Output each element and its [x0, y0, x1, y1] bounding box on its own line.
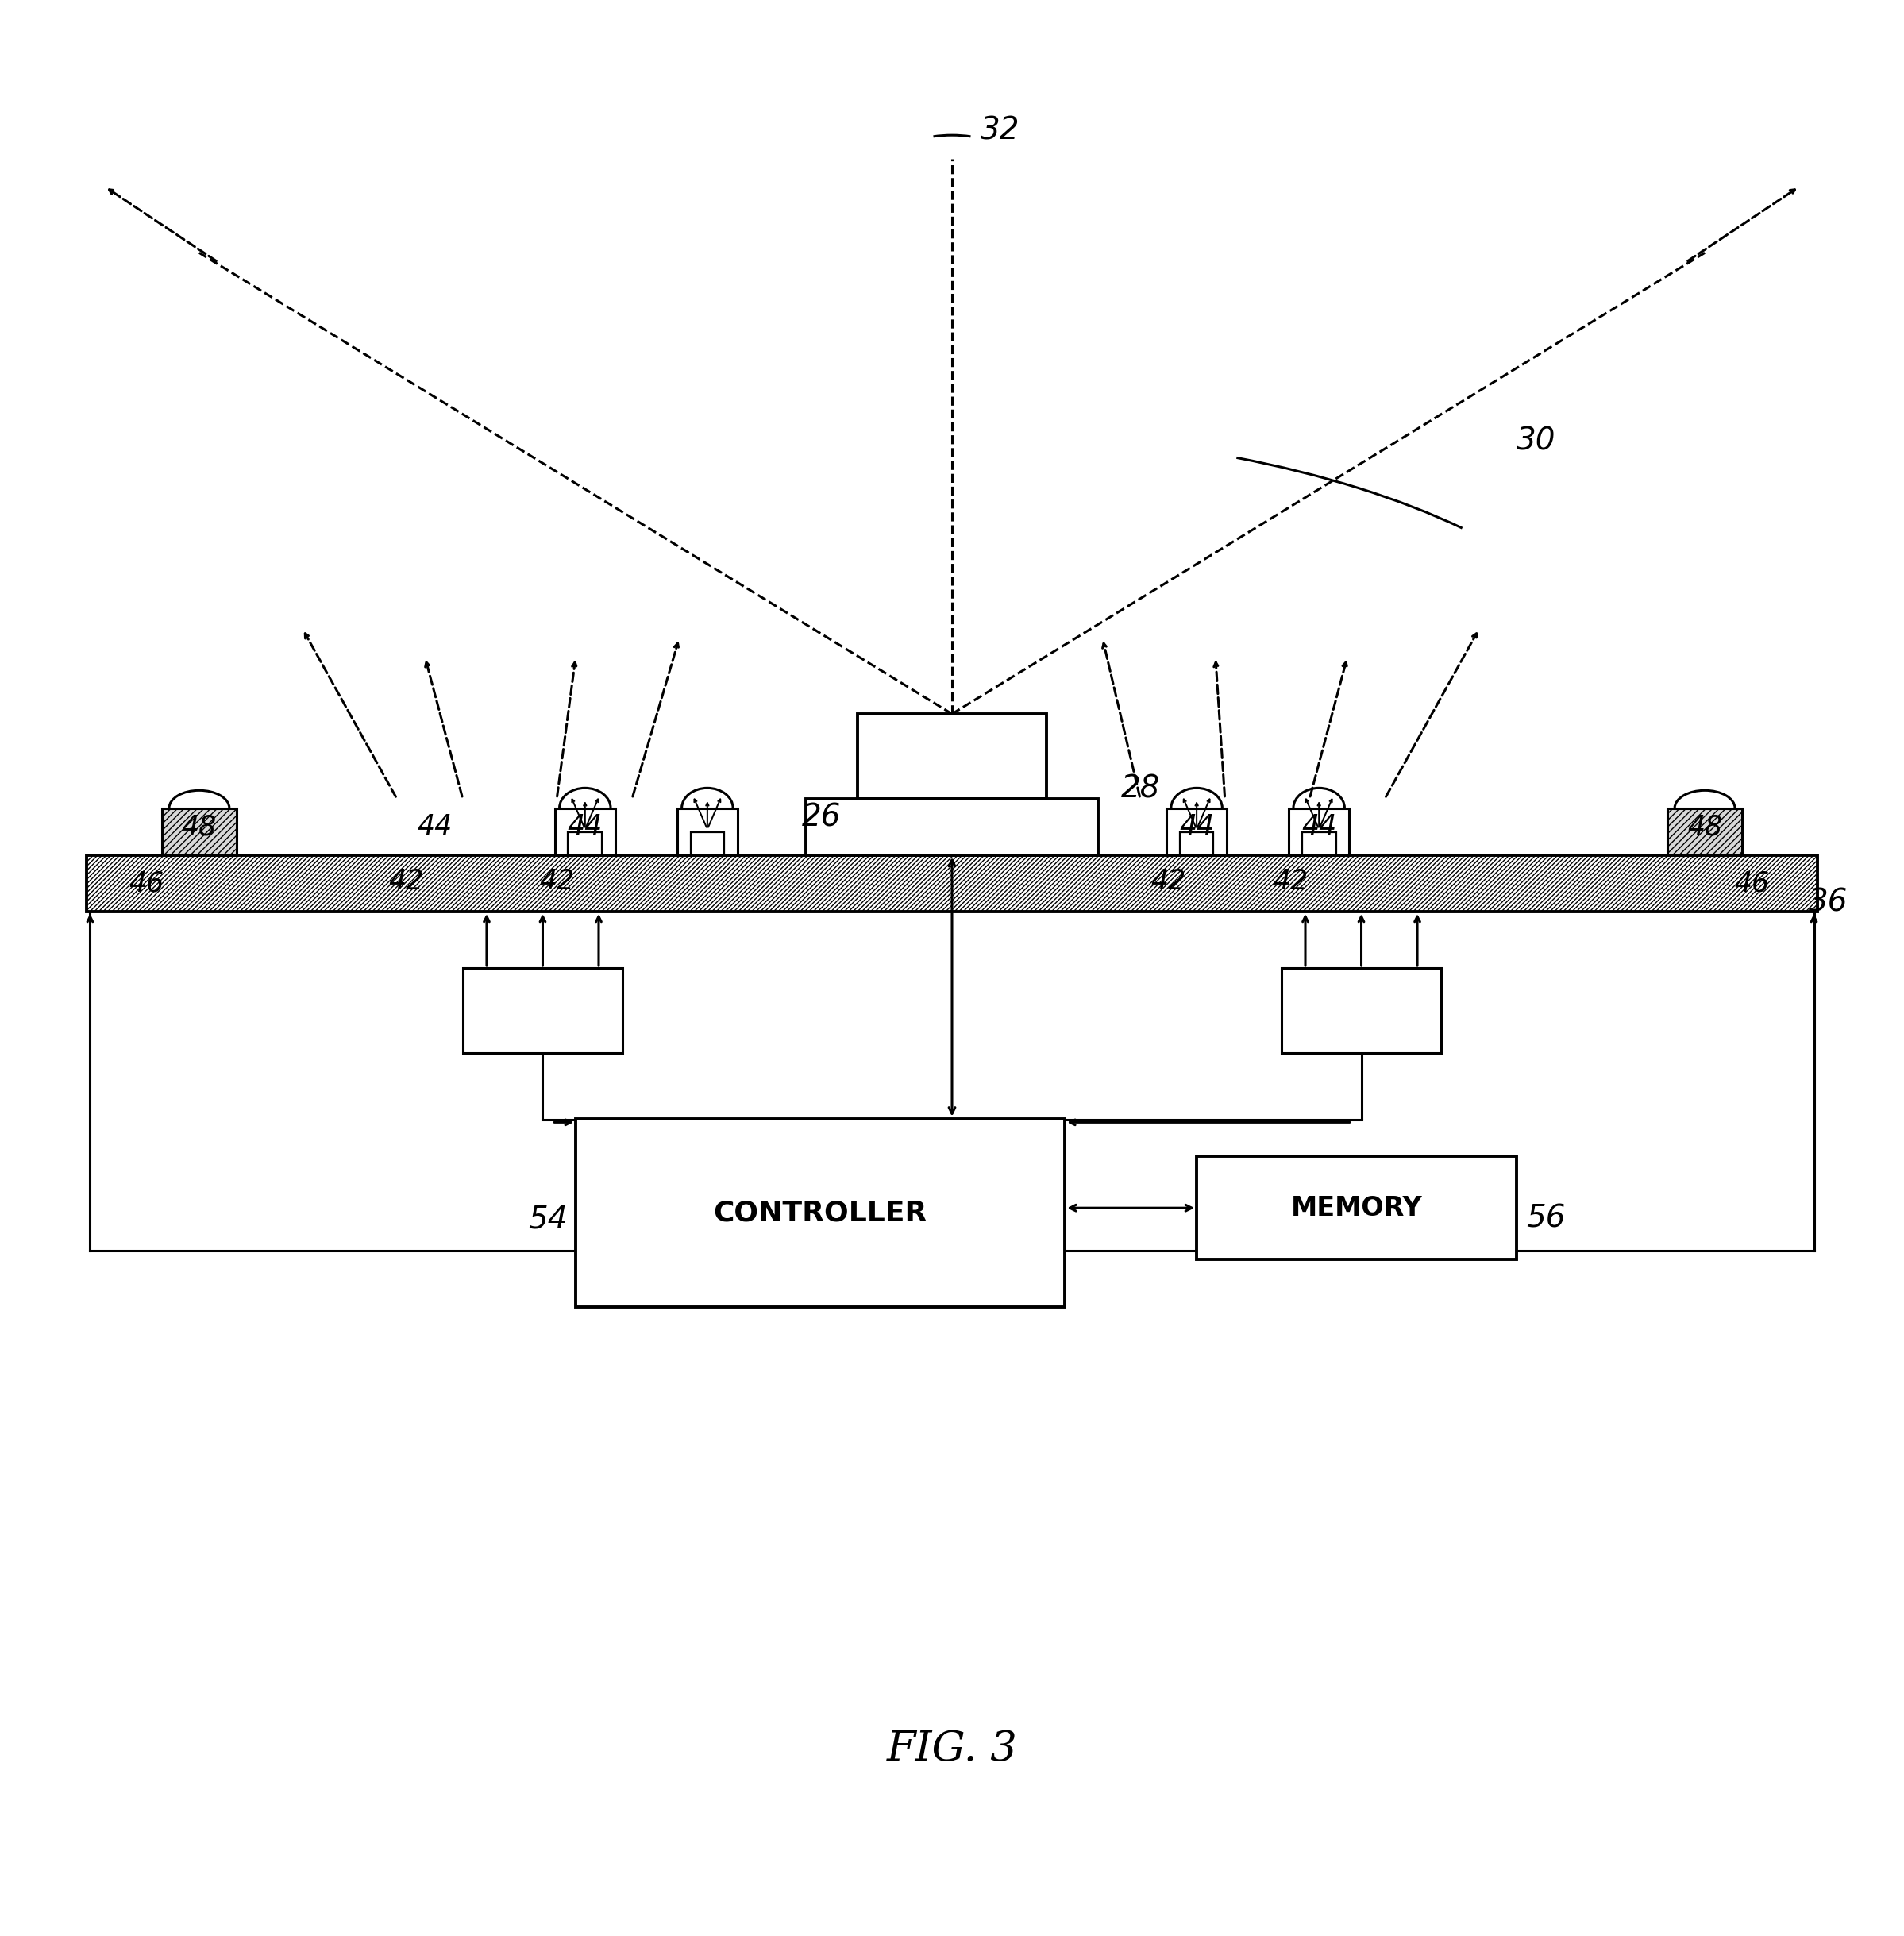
Bar	[86, 856, 1818, 912]
Bar	[1289, 807, 1350, 856]
Bar	[1196, 1156, 1517, 1260]
Text: 48: 48	[1687, 813, 1723, 840]
Text: 42: 42	[1150, 867, 1186, 894]
Text: FIG. 3: FIG. 3	[887, 1729, 1017, 1770]
Text: 46: 46	[129, 869, 164, 896]
Bar	[1302, 832, 1337, 856]
Bar	[575, 1119, 1064, 1307]
Bar	[1281, 968, 1441, 1053]
Text: 36: 36	[1809, 887, 1847, 918]
Text: 56: 56	[1525, 1204, 1565, 1233]
Bar	[859, 714, 1045, 800]
Text: 44: 44	[417, 813, 451, 840]
Text: 44: 44	[1302, 813, 1337, 840]
Text: 48: 48	[181, 813, 217, 840]
Bar	[86, 856, 1818, 912]
Text: MEMORY: MEMORY	[1291, 1195, 1422, 1222]
Text: 28: 28	[1121, 774, 1161, 803]
Bar	[162, 807, 236, 856]
Text: 42: 42	[539, 867, 575, 894]
Bar	[463, 968, 623, 1053]
Bar	[554, 807, 615, 856]
Text: 30: 30	[1517, 426, 1556, 457]
Bar	[1167, 807, 1226, 856]
Text: 42: 42	[1274, 867, 1308, 894]
Text: 54: 54	[529, 1204, 567, 1233]
Text: 26: 26	[802, 802, 842, 832]
Bar	[691, 832, 724, 856]
Text: 42: 42	[388, 867, 425, 894]
Bar	[805, 800, 1099, 856]
Bar	[1180, 832, 1213, 856]
Bar	[678, 807, 737, 856]
Text: 44: 44	[567, 813, 602, 840]
Text: 46: 46	[1735, 869, 1769, 896]
Text: 32: 32	[981, 116, 1019, 145]
Text: 44: 44	[1179, 813, 1215, 840]
Bar	[1668, 807, 1742, 856]
Bar	[567, 832, 602, 856]
Text: CONTROLLER: CONTROLLER	[714, 1198, 927, 1225]
